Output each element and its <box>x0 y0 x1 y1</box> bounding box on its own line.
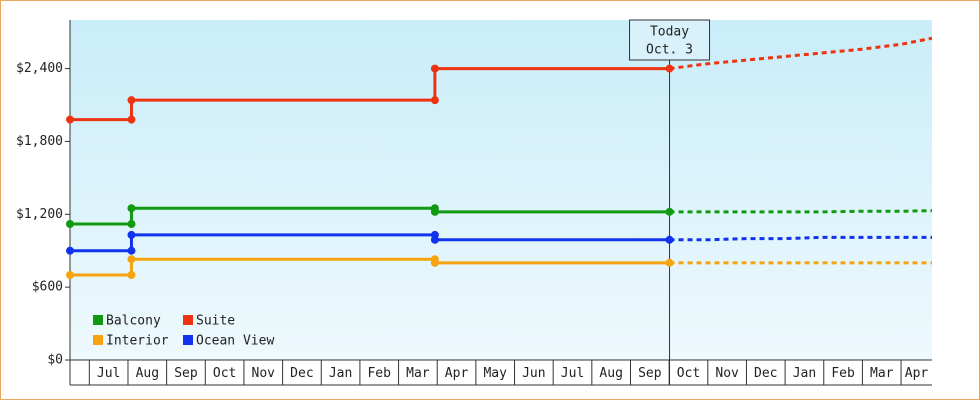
price-point <box>66 220 74 228</box>
x-tick-label: Feb <box>367 366 391 381</box>
forecast-line <box>669 36 933 71</box>
price-point <box>66 271 74 279</box>
x-tick-label: Jan <box>329 366 352 381</box>
x-tick-label: Aug <box>136 366 159 381</box>
price-point <box>127 204 136 213</box>
price-point <box>127 115 136 124</box>
price-point <box>430 96 439 105</box>
price-line <box>70 206 670 226</box>
price-line <box>70 257 670 277</box>
price-point <box>430 64 439 73</box>
legend-label: Balcony <box>106 314 161 329</box>
price-point <box>127 271 136 279</box>
x-tick-label: Nov <box>252 366 276 381</box>
forecast-line <box>669 235 932 242</box>
price-point <box>430 258 439 267</box>
forecast-line <box>669 209 933 214</box>
legend-label: Suite <box>196 314 235 329</box>
price-line <box>70 233 670 253</box>
legend-swatch <box>183 335 193 345</box>
y-tick-label: $1,800 <box>16 134 63 149</box>
legend-swatch <box>183 315 193 325</box>
price-point <box>127 230 136 239</box>
price-point <box>665 235 674 244</box>
price-point <box>665 258 674 267</box>
price-point <box>430 207 439 216</box>
legend-swatch <box>93 335 103 345</box>
today-label: Today <box>650 25 689 40</box>
x-tick-label: Oct <box>213 366 236 381</box>
legend-swatch <box>93 315 103 325</box>
x-tick-label: Nov <box>715 366 739 381</box>
y-tick-label: $0 <box>47 353 63 368</box>
x-tick-label: Jul <box>561 366 584 381</box>
price-point <box>127 96 136 105</box>
x-tick-label: Sep <box>174 366 198 381</box>
x-tick-label: Aug <box>599 366 622 381</box>
y-tick-label: $2,400 <box>16 61 63 76</box>
x-tick-label: Apr <box>905 366 929 381</box>
x-tick-label: Mar <box>870 366 894 381</box>
plot-area <box>70 20 932 360</box>
price-point <box>66 115 74 124</box>
price-line <box>70 67 670 122</box>
price-point <box>430 235 439 244</box>
x-tick-label: Jan <box>793 366 816 381</box>
legend-label: Ocean View <box>196 334 274 349</box>
price-point <box>127 220 136 228</box>
y-tick-label: $600 <box>32 280 63 295</box>
x-tick-label: Jun <box>522 366 545 381</box>
x-tick-label: Jul <box>97 366 120 381</box>
price-point <box>665 64 674 73</box>
x-tick-label: May <box>483 366 507 381</box>
x-tick-label: Dec <box>754 366 777 381</box>
today-date: Oct. 3 <box>646 43 693 58</box>
price-point <box>66 246 74 255</box>
x-tick-label: Oct <box>677 366 700 381</box>
legend-label: Interior <box>106 334 169 349</box>
price-point <box>665 207 674 216</box>
x-tick-label: Dec <box>290 366 313 381</box>
x-tick-label: Apr <box>445 366 469 381</box>
price-point <box>127 246 136 255</box>
today-box <box>629 19 711 61</box>
price-point <box>127 255 136 264</box>
x-tick-label: Feb <box>831 366 855 381</box>
x-tick-label: Mar <box>406 366 430 381</box>
y-tick-label: $1,200 <box>16 207 63 222</box>
x-tick-label: Sep <box>638 366 662 381</box>
